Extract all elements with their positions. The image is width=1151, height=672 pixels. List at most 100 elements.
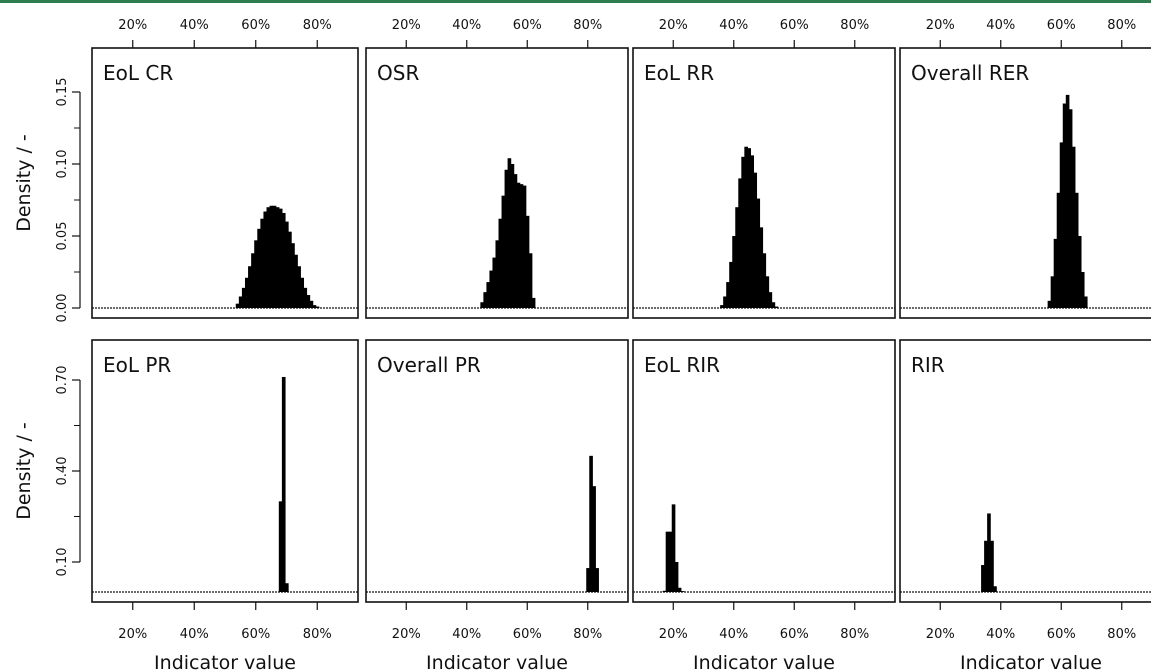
density-bar: [765, 276, 770, 308]
density-bar: [993, 586, 997, 592]
density-bar: [284, 221, 289, 308]
panel-frame: [365, 339, 629, 603]
y-tick-label: 0.40: [55, 457, 70, 486]
panel-overall-pr: Overall PR: [365, 339, 629, 603]
density-bar: [662, 590, 667, 592]
density-bar: [257, 228, 261, 308]
x-tick-label-bottom: 20%: [926, 627, 955, 642]
panel-frame: [91, 339, 359, 603]
panel-title: EoL CR: [103, 61, 173, 85]
density-bar: [1068, 109, 1073, 308]
x-tick-label-top: 60%: [513, 18, 542, 33]
x-tick-label-bottom: 60%: [1047, 627, 1076, 642]
density-bar: [732, 236, 736, 308]
density-bar: [528, 253, 533, 308]
density-bar: [750, 155, 755, 308]
density-bar: [1059, 142, 1064, 308]
density-bar: [723, 296, 727, 308]
density-bar: [312, 305, 317, 308]
density-bar: [489, 270, 494, 308]
density-bar: [753, 172, 758, 308]
density-bar: [480, 302, 484, 308]
density-bar: [987, 513, 991, 592]
x-tick-label-top: 80%: [303, 18, 332, 33]
density-bar: [519, 184, 524, 308]
density-bar: [272, 205, 277, 308]
y-tick-label: 0.10: [55, 548, 70, 577]
density-bar: [495, 240, 500, 308]
density-bar: [744, 146, 748, 308]
density-bar: [720, 305, 724, 308]
density-bar: [260, 218, 265, 308]
density-bar: [241, 287, 246, 308]
panel-frame: [899, 339, 1151, 603]
y-tick-label: 0.05: [55, 222, 70, 251]
density-bar: [266, 207, 271, 308]
x-tick-label-top: 20%: [659, 18, 688, 33]
density-bar: [671, 504, 676, 592]
density-bar: [665, 531, 670, 592]
density-bar: [297, 266, 301, 308]
x-axis-title: Indicator value: [426, 652, 568, 672]
density-bar: [525, 215, 530, 308]
density-bar: [278, 501, 283, 592]
panel-eol-pr: EoL PR: [91, 339, 359, 603]
density-bar: [774, 306, 779, 308]
density-bar: [498, 218, 503, 308]
density-bar: [294, 254, 298, 308]
x-tick-label-top: 20%: [392, 18, 421, 33]
density-bar: [263, 211, 268, 308]
density-bar: [516, 182, 521, 308]
density-bar: [531, 297, 536, 308]
y-tick-label: 0.00: [55, 294, 70, 323]
density-bar: [586, 568, 590, 592]
x-tick-label-bottom: 60%: [513, 627, 542, 642]
density-bar: [981, 565, 985, 592]
x-axis-title: Indicator value: [693, 652, 835, 672]
x-tick-label-top: 80%: [573, 18, 602, 33]
density-bar: [674, 562, 679, 592]
x-tick-label-top: 80%: [840, 18, 869, 33]
density-bar: [303, 287, 308, 308]
density-bar: [771, 302, 776, 308]
panel-eol-rr: EoL RR: [632, 47, 896, 319]
x-tick-label-bottom: 80%: [303, 627, 332, 642]
panel-rir: RIR: [899, 339, 1151, 603]
x-tick-label-bottom: 20%: [392, 627, 421, 642]
density-bar: [288, 231, 292, 308]
density-bar: [726, 282, 730, 308]
density-bar: [1080, 272, 1085, 308]
density-bar: [522, 185, 527, 308]
panel-frame: [91, 47, 359, 319]
density-bar: [747, 148, 751, 308]
x-tick-label-top: 60%: [780, 18, 809, 33]
panel-osr: OSR: [365, 47, 629, 319]
density-bar: [677, 587, 682, 592]
density-bar: [251, 253, 255, 308]
panel-frame: [632, 47, 896, 319]
density-bar: [238, 296, 243, 308]
density-bar: [315, 306, 320, 308]
x-tick-label-top: 60%: [241, 18, 270, 33]
x-tick-label-top: 20%: [926, 18, 955, 33]
density-bar: [269, 205, 274, 308]
density-bar: [762, 253, 767, 308]
panel-title: Overall PR: [377, 353, 481, 377]
density-bar: [1083, 296, 1088, 308]
panel-title: EoL RIR: [644, 353, 720, 377]
density-bar: [300, 277, 305, 308]
x-tick-label-bottom: 40%: [719, 627, 748, 642]
density-bar: [735, 207, 739, 308]
density-bar: [507, 158, 512, 308]
density-bar: [592, 486, 596, 592]
x-tick-label-top: 80%: [1107, 18, 1136, 33]
x-tick-label-top: 40%: [986, 18, 1015, 33]
density-bar: [492, 257, 497, 308]
density-bar: [768, 292, 773, 308]
density-bar: [278, 208, 283, 308]
density-bar: [483, 292, 488, 308]
density-bar: [501, 195, 506, 308]
y-axis-title: Density / -: [13, 134, 35, 232]
density-bar: [1077, 236, 1082, 308]
